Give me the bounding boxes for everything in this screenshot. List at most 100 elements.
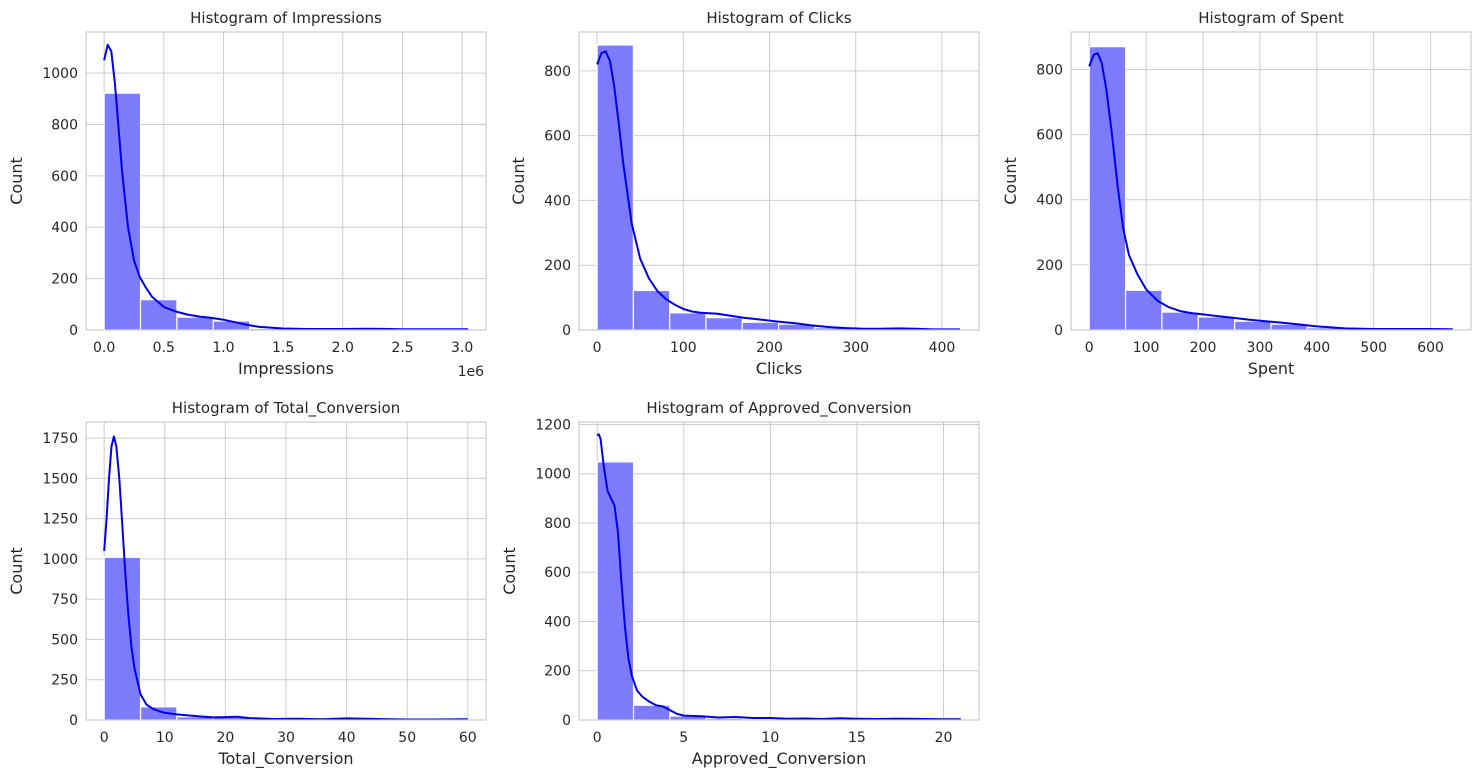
y-tick-label: 600 (544, 129, 571, 145)
x-tick-label: 0 (593, 730, 602, 746)
x-tick-label: 1.0 (212, 340, 234, 356)
x-tick-label: 0.0 (93, 340, 115, 356)
x-tick-label: 1.5 (272, 340, 294, 356)
x-tick-label: 40 (338, 730, 356, 746)
chart-panel-1: 0 200 400 600 800 1000 0.0 0.5 1.0 1.5 2.0 2.5 3.0 Hi… (7, 9, 487, 380)
x-tick-label: 200 (1190, 340, 1217, 356)
histogram-bar (103, 556, 142, 721)
x-axis-label: Total_Conversion (217, 749, 353, 769)
y-tick-label: 400 (1036, 193, 1063, 209)
x-tick-label: 0.5 (153, 340, 175, 356)
chart-title: Histogram of Total_Conversion (172, 399, 400, 418)
y-tick-label: 1000 (42, 552, 78, 568)
x-tick-label: 500 (1360, 340, 1387, 356)
y-tick-label: 600 (51, 169, 78, 185)
x-tick-label: 60 (459, 730, 477, 746)
histogram-bar (1124, 289, 1163, 331)
chart-panel-3: 0 200 400 600 800 0 100 200 300 400 500 600 Histogra… (1001, 9, 1472, 378)
y-tick-label: 1250 (42, 512, 78, 528)
x-axis-label: Impressions (238, 359, 334, 378)
histogram-bar (1234, 320, 1272, 331)
x-tick-label: 300 (842, 340, 869, 356)
y-tick-label: 600 (544, 565, 571, 581)
histogram-bar (1197, 316, 1236, 331)
x-axis-label: Approved_Conversion (692, 749, 866, 769)
histogram-bar (139, 299, 178, 331)
chart-title: Histogram of Approved_Conversion (646, 399, 911, 418)
kde-line (103, 43, 469, 331)
x-tick-label: 0 (100, 730, 109, 746)
y-tick-label: 1200 (535, 417, 571, 433)
x-tick-label: 10 (156, 730, 174, 746)
x-tick-label: 20 (935, 730, 953, 746)
y-tick-label: 200 (544, 664, 571, 680)
x-tick-label: 2.0 (332, 340, 354, 356)
kde-line (596, 433, 961, 721)
kde-line (596, 50, 960, 331)
y-tick-label: 400 (544, 614, 571, 630)
chart-panel-2: 0 200 400 600 800 0 100 200 300 400 Histogram of C… (509, 9, 980, 378)
y-tick-label: 200 (544, 258, 571, 274)
y-tick-label: 1500 (42, 471, 78, 487)
histogram-bar (669, 312, 707, 331)
y-axis-label: Count (1001, 157, 1020, 205)
chart-panel-5: 0 200 400 600 800 1000 1200 0 5 10 15 20 Histogram o… (500, 399, 980, 769)
y-tick-label: 600 (1036, 128, 1063, 144)
y-tick-label: 800 (544, 64, 571, 80)
y-axis-label: Count (7, 547, 26, 595)
x-tick-label: 0 (593, 340, 602, 356)
x-tick-label: 10 (761, 730, 779, 746)
x-axis-label: Clicks (756, 359, 802, 378)
y-axis-label: Count (509, 157, 528, 205)
y-axis-label: Count (7, 157, 26, 205)
y-tick-label: 800 (1036, 62, 1063, 78)
y-tick-label: 200 (1036, 258, 1063, 274)
histogram-bar (103, 92, 142, 331)
y-tick-label: 800 (544, 516, 571, 532)
y-tick-label: 800 (51, 117, 78, 133)
chart-panel-4: 0 250 500 750 1000 1250 1500 1750 0 10 20 30 40 50 60 H… (7, 399, 487, 769)
x-tick-label: 20 (216, 730, 234, 746)
plot-frame (578, 31, 980, 331)
x-tick-label: 2.5 (391, 340, 413, 356)
x-tick-label: 0 (1085, 340, 1094, 356)
x-tick-label: 5 (679, 730, 688, 746)
histogram-bar (741, 321, 780, 331)
x-tick-label: 15 (848, 730, 866, 746)
x-offset-label: 1e6 (458, 364, 485, 380)
histogram-bar (1088, 46, 1127, 331)
x-tick-label: 200 (756, 340, 783, 356)
y-tick-label: 1750 (42, 431, 78, 447)
chart-title: Histogram of Impressions (190, 9, 382, 27)
histogram-bar (705, 317, 743, 331)
y-tick-label: 0 (69, 713, 78, 729)
y-tick-label: 0 (1054, 323, 1063, 339)
plot-frame (1070, 31, 1472, 331)
y-tick-label: 200 (51, 272, 78, 288)
y-tick-label: 750 (51, 592, 78, 608)
x-tick-label: 30 (277, 730, 295, 746)
y-axis-label: Count (500, 547, 519, 595)
histogram-bar (176, 316, 214, 331)
y-tick-label: 0 (562, 713, 571, 729)
plot-frame (85, 421, 487, 721)
x-tick-label: 400 (1303, 340, 1330, 356)
chart-title: Histogram of Spent (1198, 9, 1344, 27)
plot-frame (578, 421, 980, 721)
x-tick-label: 3.0 (451, 340, 473, 356)
histogram-bar (1161, 311, 1199, 331)
kde-line (103, 435, 468, 721)
x-tick-label: 100 (1133, 340, 1160, 356)
kde-line (1088, 52, 1453, 331)
x-tick-label: 100 (670, 340, 697, 356)
histogram-bar (596, 461, 635, 721)
y-tick-label: 250 (51, 673, 78, 689)
x-tick-label: 600 (1417, 340, 1444, 356)
x-axis-label: Spent (1248, 359, 1295, 378)
y-tick-label: 0 (69, 323, 78, 339)
x-tick-label: 400 (929, 340, 956, 356)
y-tick-label: 400 (51, 220, 78, 236)
plot-frame (85, 31, 487, 331)
x-tick-label: 300 (1247, 340, 1274, 356)
